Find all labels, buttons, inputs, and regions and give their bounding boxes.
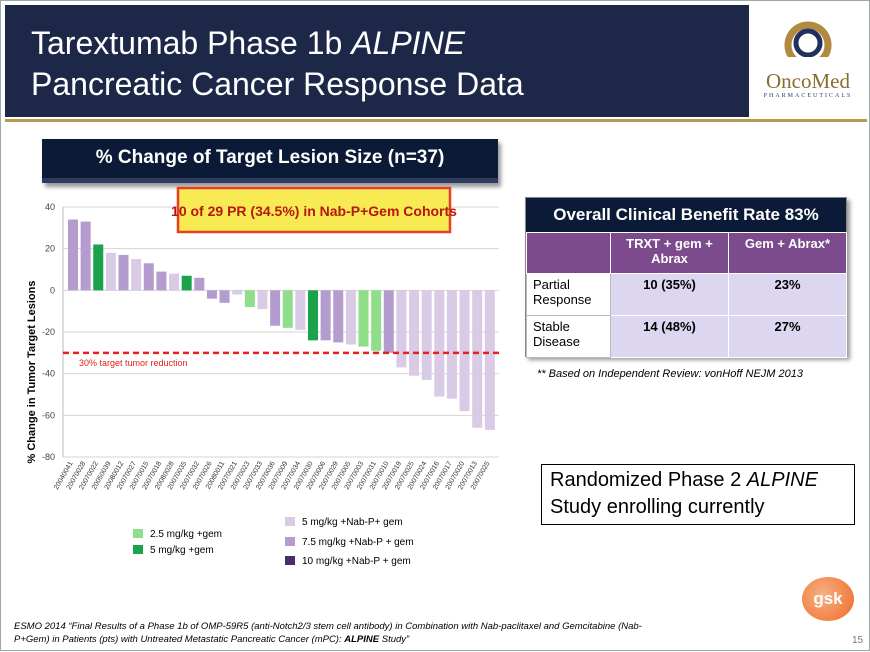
bar: [80, 221, 91, 291]
bar: [472, 290, 483, 428]
bar: [320, 290, 331, 341]
bar: [383, 290, 394, 353]
bar: [156, 271, 167, 291]
legend-entry: 5 mg/kg +gem: [133, 545, 214, 556]
bar: [396, 290, 407, 368]
bar: [118, 254, 129, 291]
title-italic-text: ALPINE: [351, 25, 466, 61]
slide-title-line1: Tarextumab Phase 1b ALPINE: [31, 25, 465, 62]
bar: [257, 290, 268, 310]
bar: [68, 219, 79, 291]
cbr-cell: 23%: [728, 273, 847, 316]
bar: [143, 263, 154, 291]
logo-name: OncoMed: [766, 69, 850, 93]
reference-line-label: 30% target tumor reduction: [79, 358, 188, 368]
bar: [181, 275, 192, 291]
cbr-grid: TRXT + gem + Abrax Gem + Abrax* Partial …: [526, 232, 847, 358]
y-tick-label: 0: [50, 285, 55, 295]
callout-text-line2: Study enrolling currently: [550, 496, 765, 518]
table-row: Stable Disease 14 (48%) 27%: [526, 315, 847, 358]
bar: [434, 290, 445, 397]
callout-italic-text: ALPINE: [746, 469, 818, 491]
slide-title-line2: Pancreatic Cancer Response Data: [31, 66, 524, 102]
bar: [131, 259, 142, 291]
citation-footnote: ESMO 2014 “Final Results of a Phase 1b o…: [14, 620, 674, 646]
cbr-cell: 14 (48%): [610, 315, 729, 358]
legend-swatch: [285, 537, 295, 546]
bar: [371, 290, 382, 351]
bar: [232, 290, 243, 295]
y-tick-label: -20: [42, 327, 55, 337]
y-tick-label: -60: [42, 410, 55, 420]
logo-subtitle: PHARMACEUTICALS: [763, 93, 853, 99]
bar: [409, 290, 420, 376]
footnote-text: ESMO 2014 “Final Results of a Phase 1b o…: [14, 621, 642, 645]
legend-label: 10 mg/kg +Nab-P + gem: [302, 556, 411, 567]
gsk-logo: gsk: [802, 577, 854, 621]
footnote-text-end: Study”: [379, 634, 410, 645]
legend-entry: 7.5 mg/kg +Nab-P + gem: [285, 537, 414, 548]
bar: [194, 277, 205, 291]
bar: [307, 290, 318, 341]
bar: [421, 290, 432, 380]
highlight-box: [176, 186, 452, 234]
callout-text: Randomized Phase 2: [550, 469, 747, 491]
cbr-corner-cell: [526, 232, 611, 274]
bar: [295, 290, 306, 330]
legend-label: 5 mg/kg +Nab-P+ gem: [302, 517, 403, 528]
title-text: Tarextumab Phase 1b: [31, 25, 352, 61]
header-divider: [5, 119, 867, 122]
legend-swatch: [133, 545, 143, 554]
legend-entry: 2.5 mg/kg +gem: [133, 529, 222, 540]
cbr-row-label: Partial Response: [526, 273, 611, 316]
legend-swatch: [285, 556, 295, 565]
cbr-title: Overall Clinical Benefit Rate 83%: [526, 198, 846, 232]
chart-title: % Change of Target Lesion Size (n=37): [42, 139, 498, 183]
cbr-col1-header: TRXT + gem + Abrax: [610, 232, 729, 274]
cbr-cell: 27%: [728, 315, 847, 358]
y-axis-label: % Change in Tumor Target Lesions: [26, 281, 38, 464]
legend-entry: 5 mg/kg +Nab-P+ gem: [285, 517, 403, 528]
y-tick-label: -40: [42, 369, 55, 379]
legend-label: 5 mg/kg +gem: [150, 545, 214, 556]
review-note: ** Based on Independent Review: vonHoff …: [537, 368, 803, 380]
bar: [219, 290, 230, 303]
page-number: 15: [852, 635, 864, 646]
bar: [484, 290, 495, 430]
header-bar: Tarextumab Phase 1b ALPINE Pancreatic Ca…: [5, 5, 867, 117]
highlight-text: 10 of 29 PR (34.5%) in Nab-P+Gem Cohorts: [171, 203, 457, 219]
y-tick-label: 20: [45, 244, 55, 254]
bar: [459, 290, 470, 412]
y-tick-label: 40: [45, 202, 55, 212]
randomized-study-callout: Randomized Phase 2 ALPINE Study enrolling…: [541, 464, 855, 525]
bar: [358, 290, 369, 347]
bar: [446, 290, 457, 399]
bar: [105, 252, 116, 291]
bar: [270, 290, 281, 326]
oncomed-logo: OncoMed PHARMACEUTICALS: [749, 5, 867, 117]
y-tick-label: -80: [42, 452, 55, 462]
bar: [244, 290, 255, 307]
footnote-bold-text: ALPINE: [344, 634, 380, 645]
legend-swatch: [285, 517, 295, 526]
bar: [333, 290, 344, 343]
cbr-header-row: TRXT + gem + Abrax Gem + Abrax*: [526, 232, 847, 274]
cbr-cell: 10 (35%): [610, 273, 729, 316]
bar: [206, 290, 217, 299]
bar: [345, 290, 356, 345]
cbr-col2-header: Gem + Abrax*: [728, 232, 847, 274]
legend-entry: 10 mg/kg +Nab-P + gem: [285, 556, 411, 567]
table-row: Partial Response 10 (35%) 23%: [526, 273, 847, 316]
legend-label: 7.5 mg/kg +Nab-P + gem: [302, 537, 414, 548]
bar: [93, 244, 104, 291]
bar: [169, 273, 180, 291]
legend-label: 2.5 mg/kg +gem: [150, 529, 222, 540]
cbr-row-label: Stable Disease: [526, 315, 611, 358]
legend-swatch: [133, 529, 143, 538]
bar: [282, 290, 293, 328]
oncomed-logo-icon: [784, 21, 832, 69]
clinical-benefit-table: Overall Clinical Benefit Rate 83% TRXT +…: [525, 197, 847, 358]
